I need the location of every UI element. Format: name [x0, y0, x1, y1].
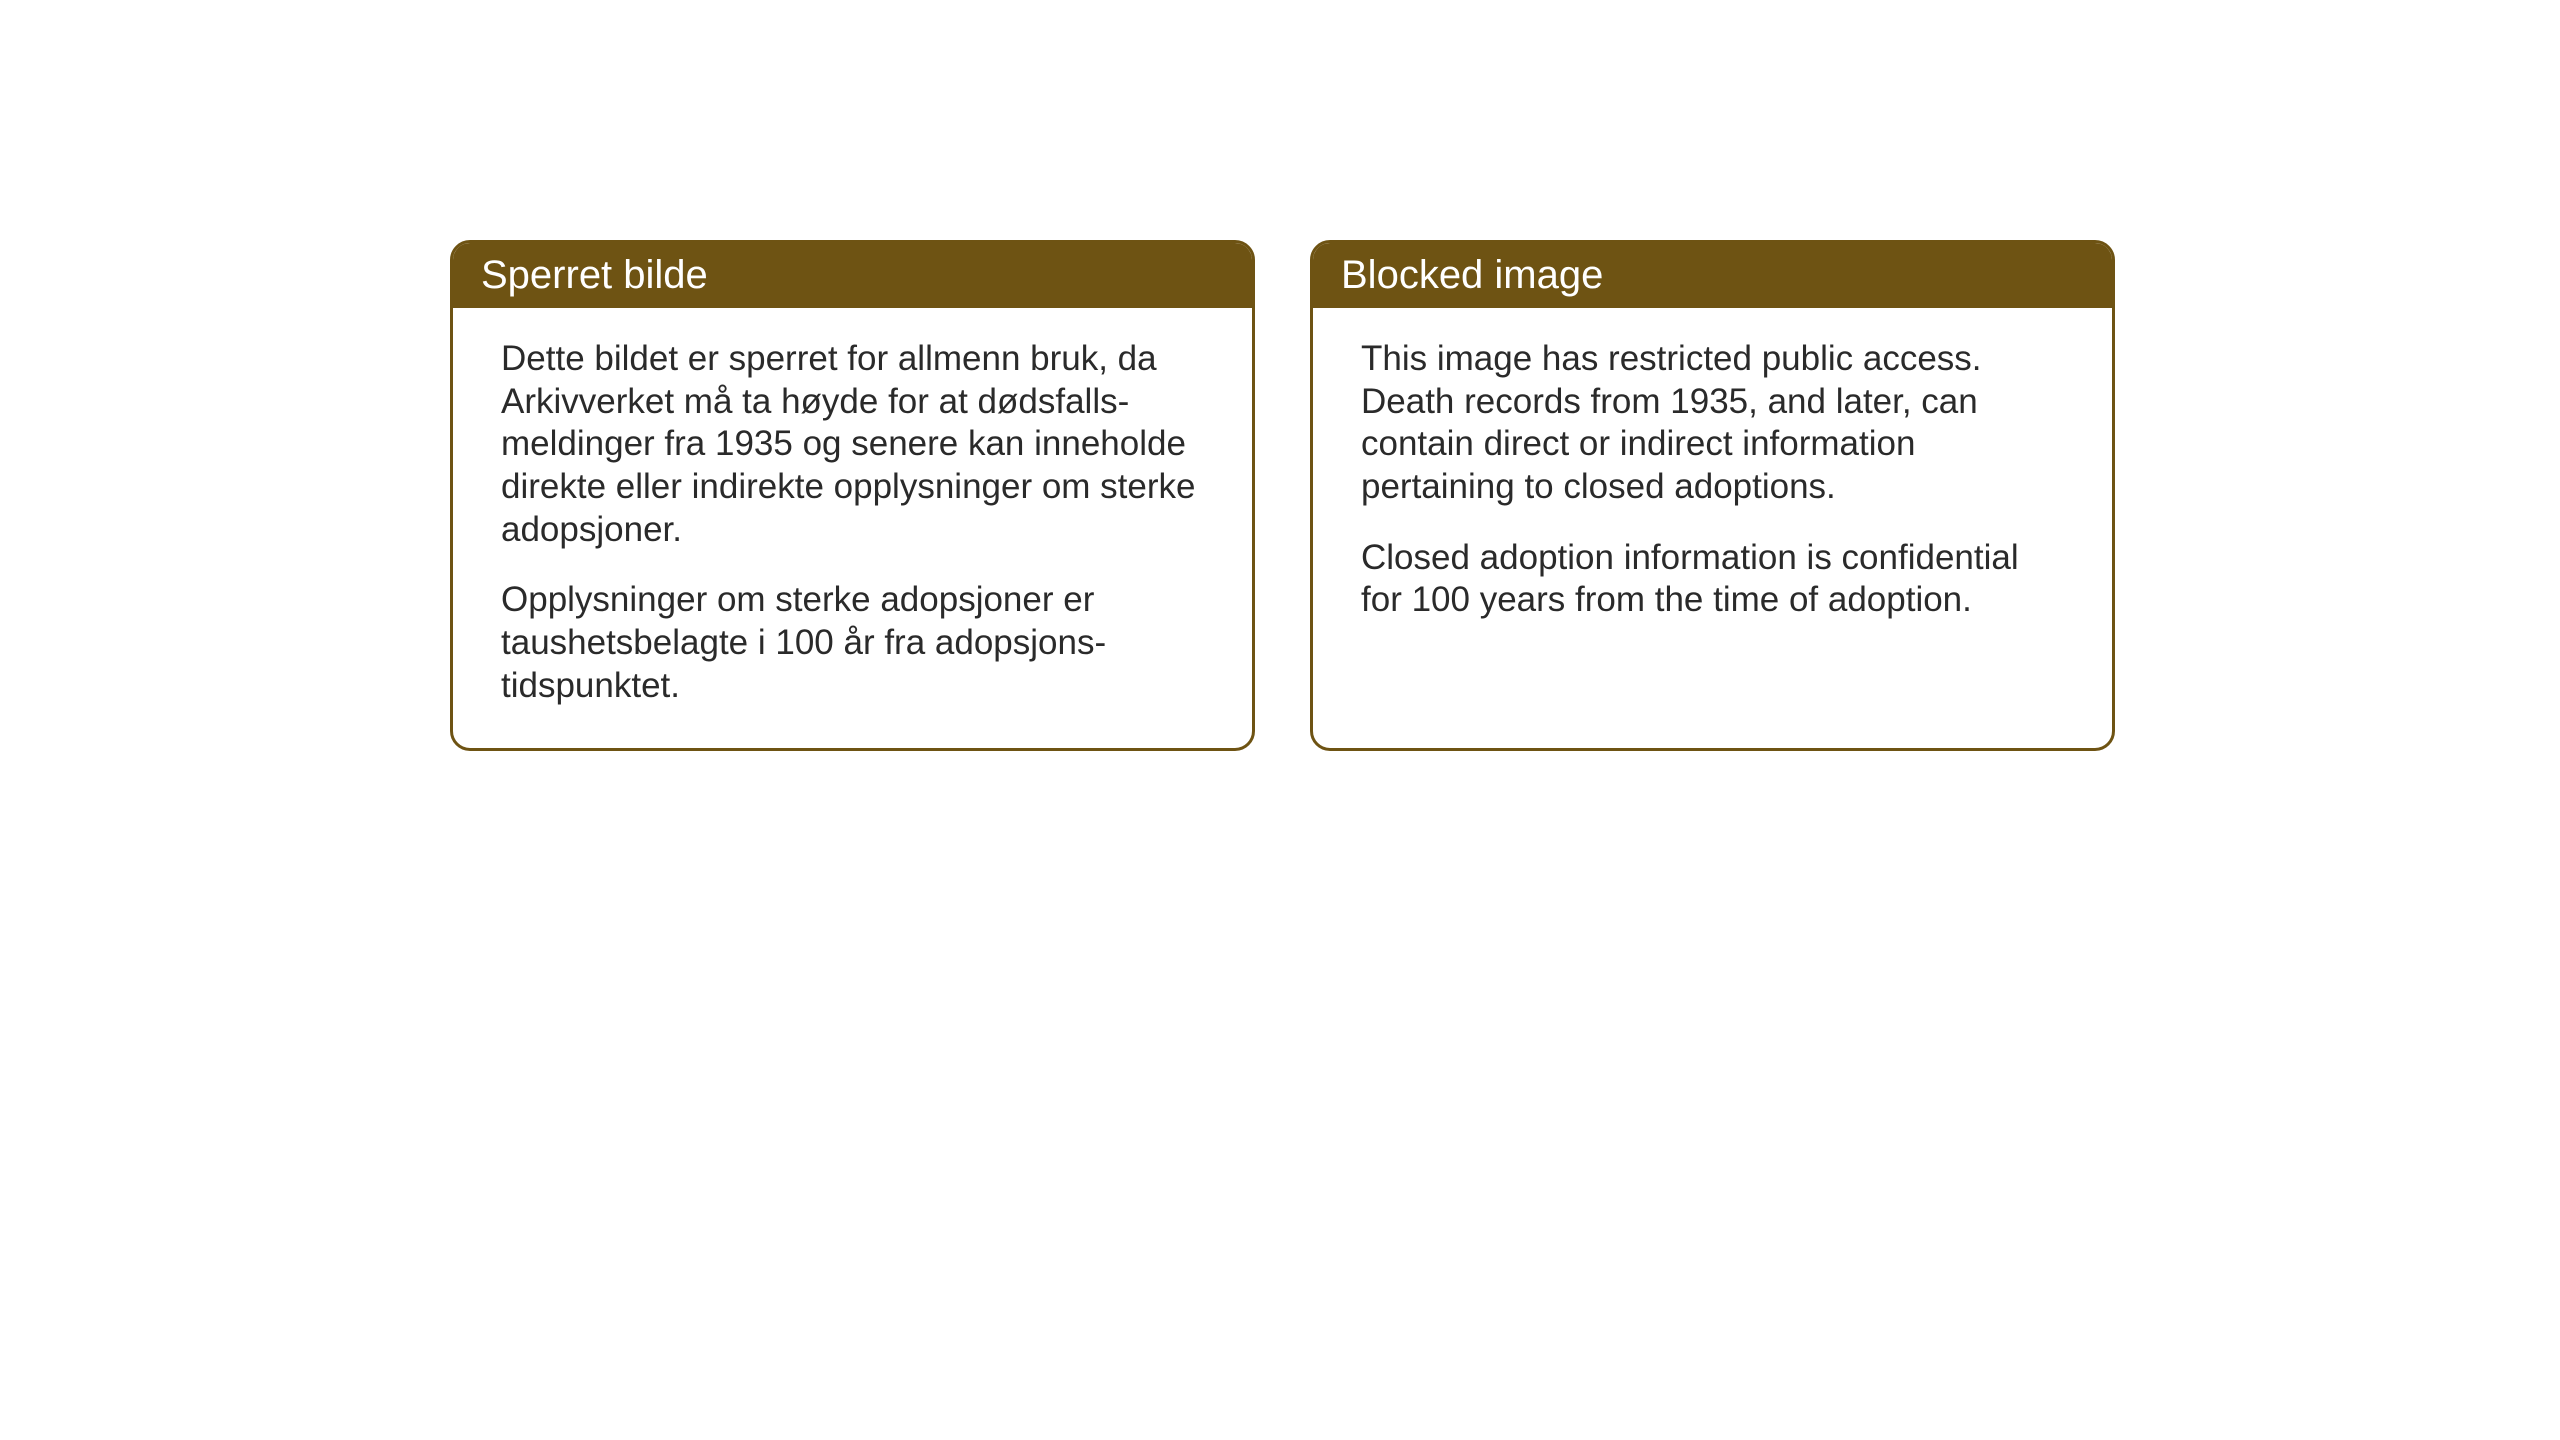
card-english: Blocked image This image has restricted …	[1310, 240, 2115, 751]
card-paragraph2-norwegian: Opplysninger om sterke adopsjoner er tau…	[501, 579, 1204, 707]
card-norwegian: Sperret bilde Dette bildet er sperret fo…	[450, 240, 1255, 751]
card-title-english: Blocked image	[1341, 253, 1603, 297]
cards-container: Sperret bilde Dette bildet er sperret fo…	[450, 240, 2115, 751]
card-title-norwegian: Sperret bilde	[481, 253, 708, 297]
card-header-english: Blocked image	[1313, 243, 2112, 308]
card-paragraph1-english: This image has restricted public access.…	[1361, 338, 2064, 509]
card-body-english: This image has restricted public access.…	[1313, 308, 2112, 748]
card-paragraph2-english: Closed adoption information is confident…	[1361, 537, 2064, 622]
card-body-norwegian: Dette bildet er sperret for allmenn bruk…	[453, 308, 1252, 748]
card-paragraph1-norwegian: Dette bildet er sperret for allmenn bruk…	[501, 338, 1204, 551]
card-header-norwegian: Sperret bilde	[453, 243, 1252, 308]
